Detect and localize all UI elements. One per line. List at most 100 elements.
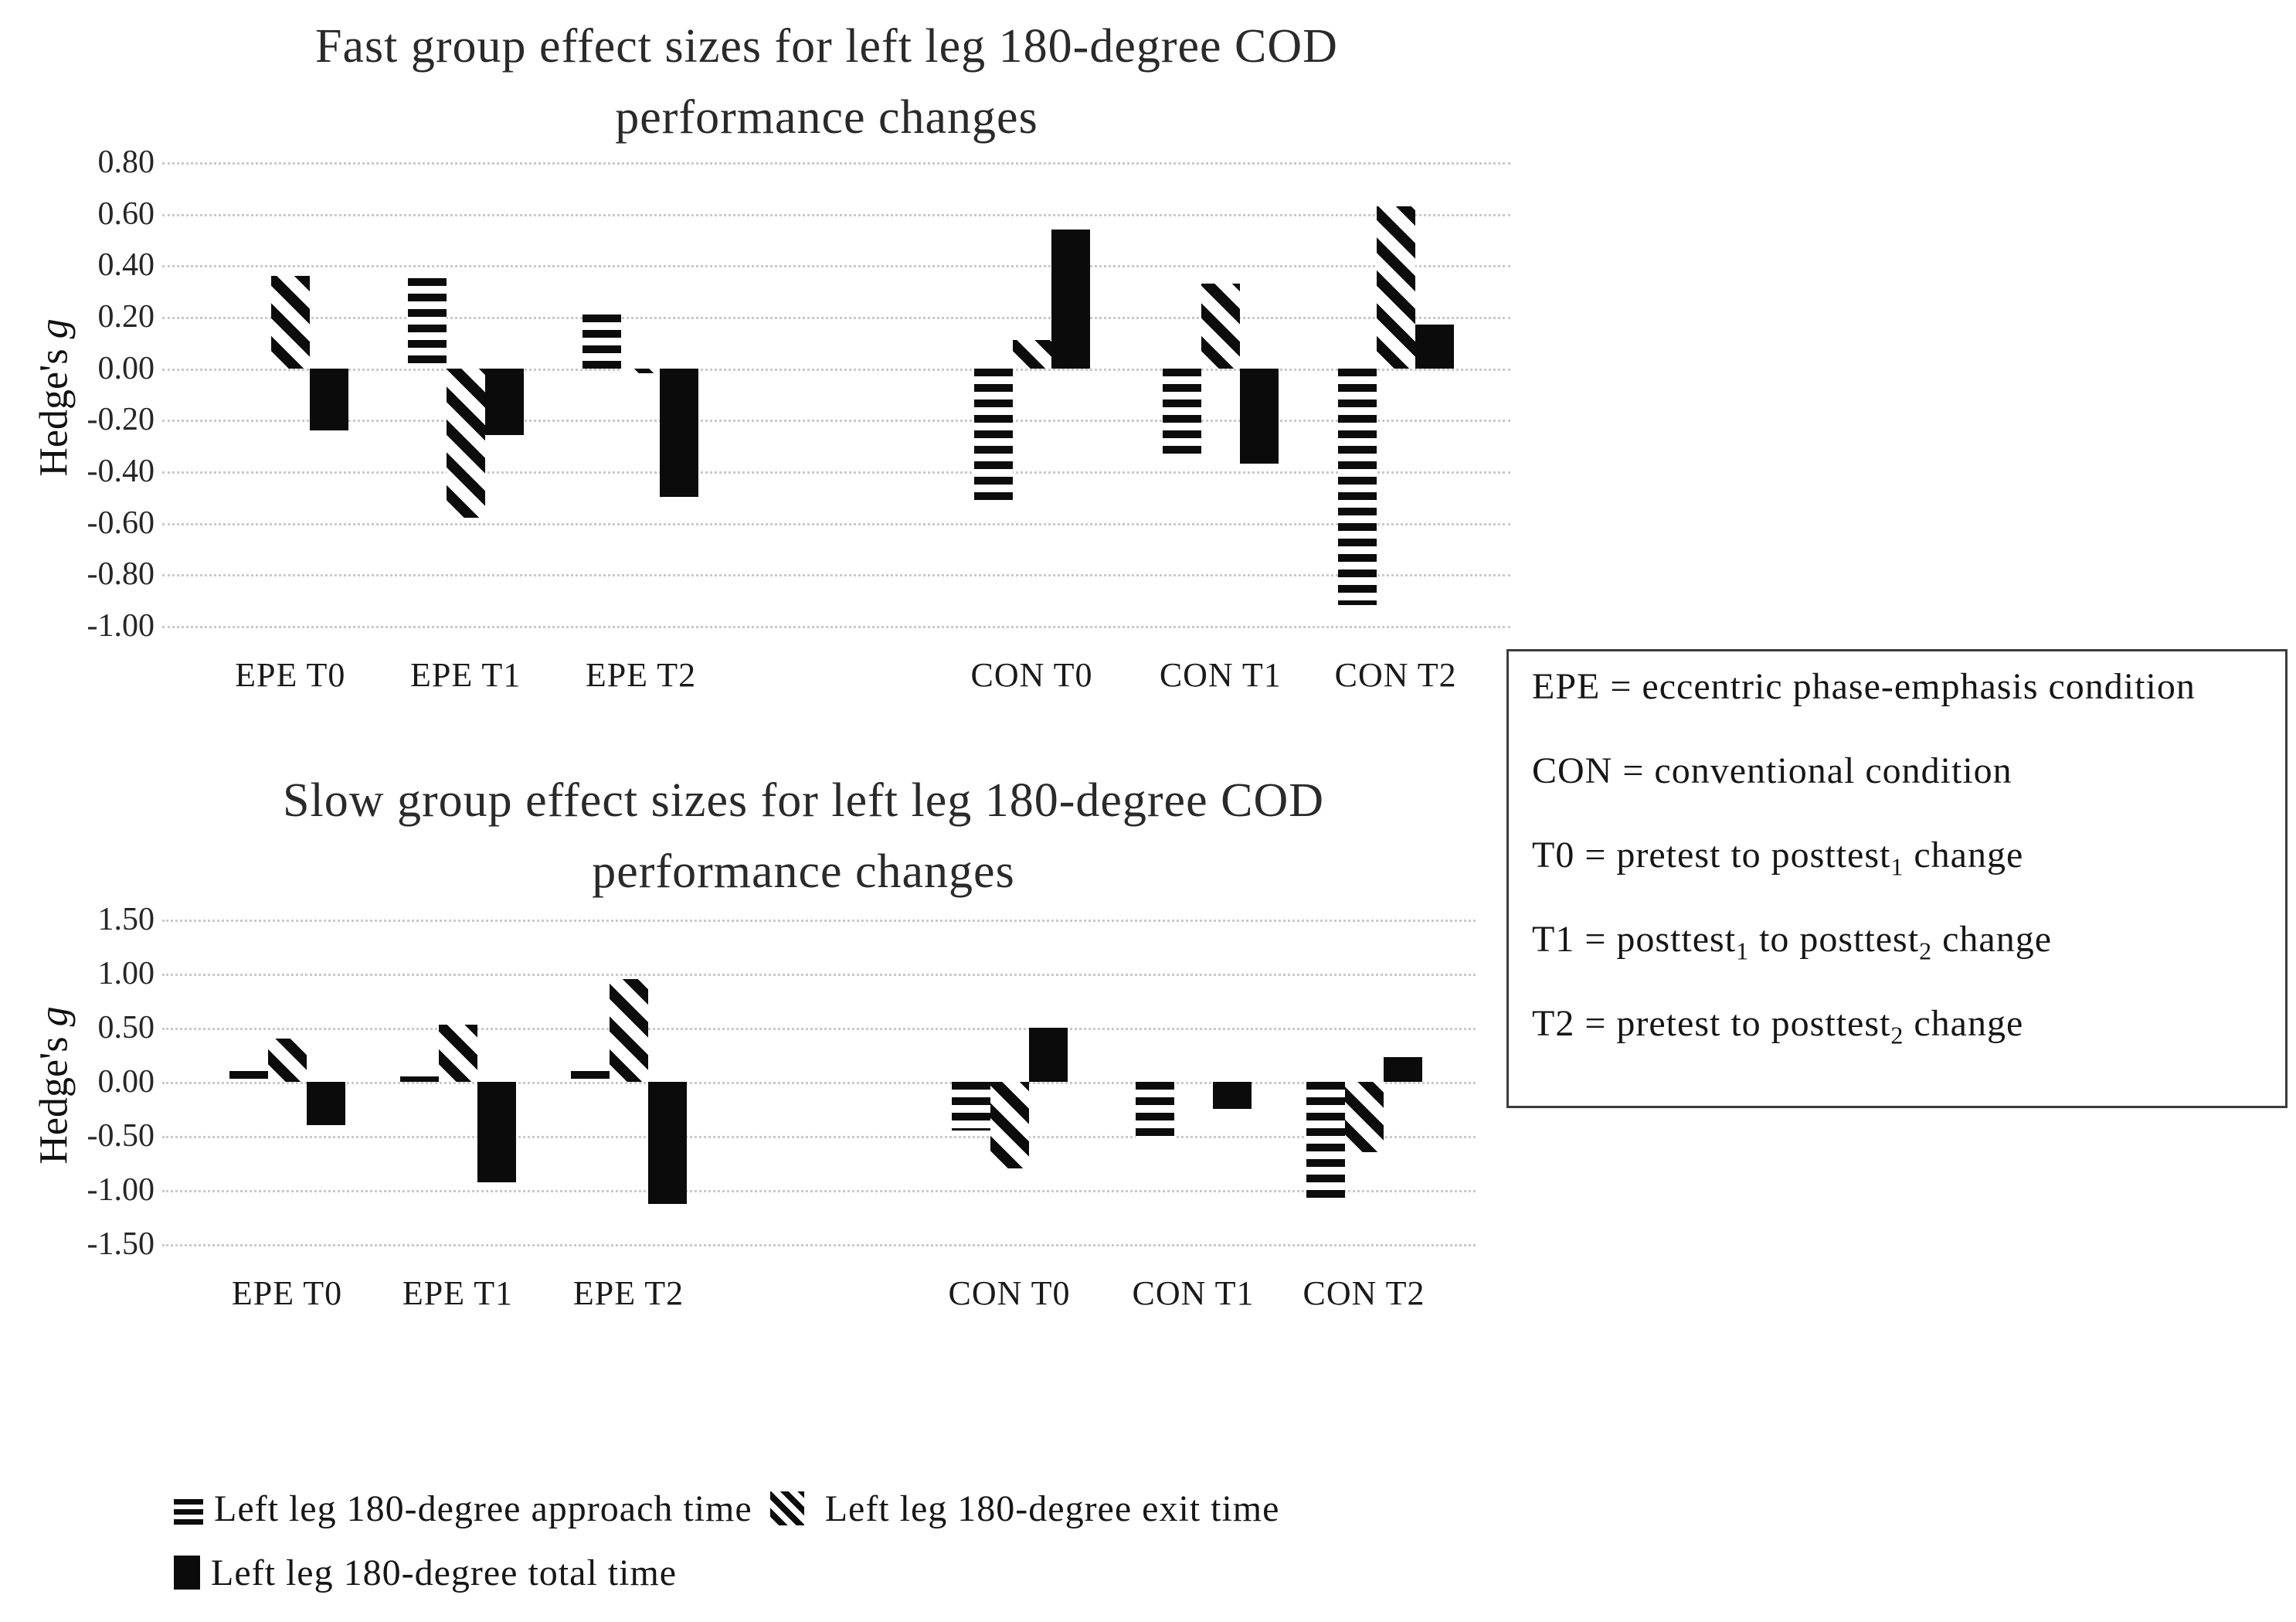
gridline xyxy=(162,574,1510,577)
y-tick-label: -1.00 xyxy=(87,1172,155,1208)
bar-con-t2-total xyxy=(1383,1056,1422,1082)
bar-con-t1-approach xyxy=(1135,1082,1174,1138)
y-tick-label: -1.00 xyxy=(87,608,155,644)
legend-box-line-2: T0 = pretest to posttest1 change xyxy=(1532,834,2023,889)
definitions-legend-box: EPE = eccentric phase-emphasis condition… xyxy=(1506,649,2288,1108)
y-tick-label: 0.80 xyxy=(97,145,155,180)
legend-subscript: 2 xyxy=(1919,937,1933,965)
gridline xyxy=(162,1136,1476,1138)
legend-box-line-4: T2 = pretest to posttest2 change xyxy=(1532,1002,2023,1057)
bar-con-t0-approach xyxy=(951,1082,990,1131)
gridline xyxy=(162,471,1510,474)
bar-epe-t1-approach xyxy=(399,1076,439,1082)
gridline xyxy=(162,974,1476,976)
legend-text: T2 = pretest to posttest xyxy=(1532,1003,1891,1044)
bar-con-t1-total xyxy=(1212,1082,1252,1109)
bar-epe-t2-total xyxy=(660,368,699,498)
y-tick-label: -0.40 xyxy=(87,454,155,489)
gridline xyxy=(162,920,1476,922)
bar-con-t1-total xyxy=(1239,368,1279,464)
legend-box-line-0: EPE = eccentric phase-emphasis condition xyxy=(1532,665,2196,709)
fast-chart-title-line1: Fast group effect sizes for left leg 180… xyxy=(315,20,1338,73)
fast-chart-title-line2: performance changes xyxy=(615,91,1038,144)
marker-legend-line-0: Left leg 180-degree approach time Left l… xyxy=(174,1488,1279,1531)
y-tick-label: 0.40 xyxy=(97,247,155,284)
gridline xyxy=(162,1244,1476,1246)
x-label-epe-t2: EPE T2 xyxy=(572,1274,684,1312)
legend-text: CON = conventional condition xyxy=(1532,750,2012,791)
y-tick-label: 0.60 xyxy=(97,196,155,232)
x-label-epe-t0: EPE T0 xyxy=(235,656,346,694)
x-label-con-t1: CON T1 xyxy=(1132,1274,1255,1312)
gridline xyxy=(162,1190,1476,1192)
gridline xyxy=(162,1028,1476,1030)
gridline xyxy=(162,626,1510,628)
bar-con-t2-approach xyxy=(1306,1082,1345,1201)
marker-legend-text: Left leg 180-degree total time xyxy=(211,1552,678,1593)
bar-epe-t2-total xyxy=(647,1082,687,1205)
bar-con-t0-approach xyxy=(973,368,1013,502)
approach-pattern-icon xyxy=(174,1499,203,1525)
legend-subscript: 2 xyxy=(1890,1021,1904,1049)
slow-group-chart-plot: 1.50 1.00 0.50 0.00 -0.50 -1.00 -1.50 EPE T0 EPE… xyxy=(87,903,1476,1312)
bar-epe-t0-exit xyxy=(267,1039,307,1082)
gridline xyxy=(162,265,1510,268)
bar-con-t2-exit xyxy=(1344,1082,1384,1152)
y-tick-label: -1.50 xyxy=(87,1226,155,1262)
total-pattern-icon xyxy=(174,1556,200,1590)
x-label-con-t0: CON T0 xyxy=(948,1274,1071,1312)
bar-con-t1-exit xyxy=(1201,283,1240,369)
legend-text: change xyxy=(1904,1003,2024,1044)
slow-chart-title-line1: Slow group effect sizes for left leg 180… xyxy=(282,774,1324,827)
bar-epe-t0-total xyxy=(306,1082,345,1125)
x-label-epe-t1: EPE T1 xyxy=(402,1274,514,1312)
x-label-con-t1: CON T1 xyxy=(1159,656,1282,694)
bar-epe-t1-total xyxy=(484,368,524,436)
exit-pattern-icon xyxy=(769,1491,804,1525)
y-tick-label: -0.80 xyxy=(87,556,155,593)
bar-epe-t0-approach xyxy=(229,1071,268,1082)
y-tick-label: 1.00 xyxy=(97,956,155,991)
marker-legend-line-1: Left leg 180-degree total time xyxy=(174,1552,677,1595)
bar-con-t1-approach xyxy=(1162,368,1201,456)
y-tick-label: 1.50 xyxy=(97,902,155,937)
legend-text: change xyxy=(1932,919,2052,960)
y-tick-label: 0.50 xyxy=(97,1010,155,1046)
bar-con-t2-total xyxy=(1415,325,1454,369)
x-label-con-t2: CON T2 xyxy=(1303,1274,1425,1312)
gridline xyxy=(162,213,1510,216)
legend-text: T1 = posttest xyxy=(1532,919,1737,960)
slow-chart-title-line2: performance changes xyxy=(592,845,1015,898)
x-label-con-t2: CON T2 xyxy=(1334,656,1457,694)
bar-con-t2-approach xyxy=(1337,368,1377,606)
y-tick-label: 0.00 xyxy=(97,1064,155,1100)
marker-legend-text: Left leg 180-degree exit time xyxy=(814,1488,1280,1529)
bar-epe-t1-exit xyxy=(446,368,485,518)
gridline xyxy=(162,1082,1476,1084)
gridline xyxy=(162,420,1510,423)
gridline xyxy=(162,162,1510,165)
legend-subscript: 1 xyxy=(1736,937,1750,965)
fast-group-chart-plot: 0.80 0.60 0.40 0.20 0.00 -0.20 -0.40 -0.60 -0.80… xyxy=(87,146,1510,694)
y-tick-label: -0.20 xyxy=(87,402,155,438)
bar-con-t0-exit xyxy=(990,1082,1029,1168)
legend-text: to posttest xyxy=(1749,919,1920,960)
bar-epe-t2-exit xyxy=(621,368,661,374)
x-label-epe-t2: EPE T2 xyxy=(585,656,697,694)
bar-con-t2-exit xyxy=(1376,206,1415,369)
bar-con-t0-total xyxy=(1051,229,1090,369)
bar-epe-t2-exit xyxy=(609,979,648,1082)
x-label-epe-t1: EPE T1 xyxy=(409,656,521,694)
x-label-epe-t0: EPE T0 xyxy=(231,1274,343,1312)
gridline xyxy=(162,317,1510,319)
slow-chart-title: Slow group effect sizes for left leg 180… xyxy=(185,765,1421,907)
bar-epe-t2-approach xyxy=(570,1071,610,1082)
gridline xyxy=(162,522,1510,525)
bar-con-t0-exit xyxy=(1012,340,1051,369)
bar-epe-t2-approach xyxy=(582,314,622,369)
y-tick-label: 0.20 xyxy=(97,299,155,335)
fast-chart-title: Fast group effect sizes for left leg 180… xyxy=(209,11,1445,153)
x-label-con-t0: CON T0 xyxy=(970,656,1093,694)
bar-epe-t0-exit xyxy=(270,275,310,369)
bar-epe-t1-approach xyxy=(407,278,447,369)
